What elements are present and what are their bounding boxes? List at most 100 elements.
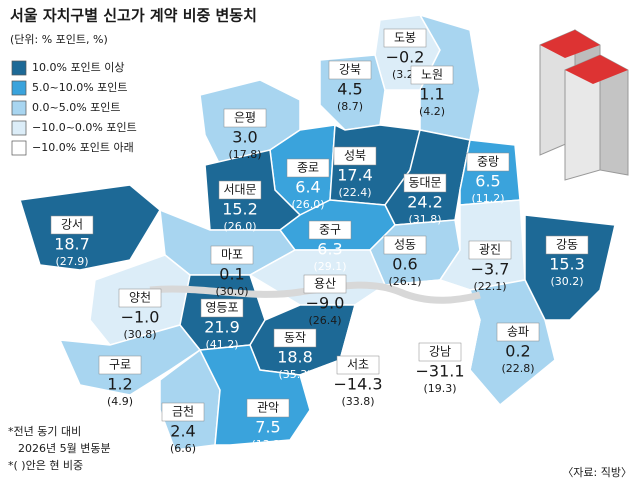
district (198, 344, 311, 446)
share: (35.3) (278, 368, 311, 381)
district-name: 서대문 (223, 183, 256, 197)
district-name: 종로 (297, 161, 319, 175)
change: 18.8 (277, 348, 313, 367)
district-name: 송파 (507, 325, 529, 339)
share: (26.4) (308, 314, 341, 327)
name-box (468, 240, 512, 260)
change: 17.4 (337, 166, 373, 185)
district-name: 중구 (319, 223, 341, 237)
district-name: 마포 (221, 248, 243, 262)
change: −0.2 (386, 48, 425, 67)
name-box (336, 355, 380, 375)
change: 0.6 (392, 255, 417, 274)
change: −3.7 (471, 260, 510, 279)
note: *( )안은 현 비중 (8, 459, 83, 472)
title: 서울 자치구별 신고가 계약 비중 변동치 (10, 7, 257, 25)
district-name: 강남 (429, 345, 451, 359)
name-box (410, 65, 454, 85)
change: 6.3 (317, 240, 342, 259)
change: −14.3 (333, 375, 382, 394)
name-box (273, 328, 317, 348)
share: (30.2) (550, 275, 583, 288)
share: (26.0) (291, 198, 324, 211)
legend-label: −10.0% 포인트 아래 (32, 141, 134, 154)
name-box (466, 152, 510, 172)
district-name: 금천 (172, 404, 194, 419)
district-name: 관악 (257, 401, 279, 415)
share: (4.2) (419, 105, 445, 118)
share: (13.2) (251, 438, 284, 451)
change: 15.3 (549, 255, 585, 274)
name-box (286, 158, 330, 178)
share: (30.0) (215, 285, 248, 298)
change: 21.9 (204, 318, 240, 337)
name-box (50, 215, 94, 235)
share: (26.1) (388, 275, 421, 288)
change: 3.0 (232, 128, 257, 147)
change: −9.0 (306, 294, 345, 313)
share: (22.4) (338, 186, 371, 199)
district-name: 강동 (556, 238, 578, 252)
share: (30.8) (123, 328, 156, 341)
change: 15.2 (222, 200, 258, 219)
name-box (496, 322, 540, 342)
note: *전년 동기 대비 (8, 425, 81, 438)
legend-swatch (11, 60, 27, 76)
share: (17.8) (228, 148, 261, 161)
name-box (246, 398, 290, 418)
unit: (단위: % 포인트, %) (10, 33, 108, 46)
district-name: 강서 (61, 218, 83, 232)
share: (4.9) (107, 395, 133, 408)
name-box (200, 298, 244, 318)
change: −1.0 (121, 308, 160, 327)
legend-label: 0.0~5.0% 포인트 (32, 101, 121, 114)
change: 6.4 (295, 178, 320, 197)
district-name: 성동 (394, 238, 416, 252)
name-box (383, 28, 427, 48)
legend-swatch (11, 140, 27, 156)
legend-swatch (11, 80, 27, 96)
district-name: 은평 (234, 111, 256, 125)
change: 1.1 (419, 85, 444, 104)
share: (29.1) (313, 260, 346, 273)
name-box (418, 342, 462, 362)
share: (22.8) (501, 362, 534, 375)
name-box (218, 180, 262, 200)
share: (26.0) (223, 220, 256, 233)
building-icon (539, 29, 629, 181)
note: 2026년 5월 변동분 (18, 442, 111, 455)
change: 0.1 (219, 265, 244, 284)
legend-label: 5.0~10.0% 포인트 (32, 81, 128, 94)
district-name: 영등포 (205, 301, 238, 315)
share: (33.8) (341, 395, 374, 408)
district-name: 서초 (347, 358, 369, 372)
change: 4.5 (337, 80, 362, 99)
legend-swatch (11, 120, 27, 136)
name-box (333, 146, 377, 166)
name-box (161, 402, 205, 422)
source: 〈자료: 직방〉 (562, 466, 632, 479)
share: (19.3) (423, 382, 456, 395)
legend-swatch (11, 100, 27, 116)
change: 6.5 (475, 172, 500, 191)
district-name: 용산 (314, 277, 336, 291)
share: (27.9) (55, 255, 88, 268)
share: (8.7) (337, 100, 363, 113)
name-box (223, 108, 267, 128)
change: −31.1 (415, 362, 464, 381)
district-name: 양천 (129, 290, 151, 305)
change: 18.7 (54, 235, 90, 254)
share: (22.1) (473, 280, 506, 293)
district-name: 동작 (284, 331, 306, 345)
share: (31.8) (408, 213, 441, 226)
district-name: 성북 (344, 149, 366, 163)
name-box (98, 355, 142, 375)
district-name: 도봉 (394, 31, 416, 45)
name-box (403, 173, 447, 193)
share: (41.2) (205, 338, 238, 351)
name-box (328, 60, 372, 80)
share: (11.2) (471, 192, 504, 205)
share: (6.6) (170, 442, 196, 455)
district-name: 구로 (109, 358, 131, 372)
